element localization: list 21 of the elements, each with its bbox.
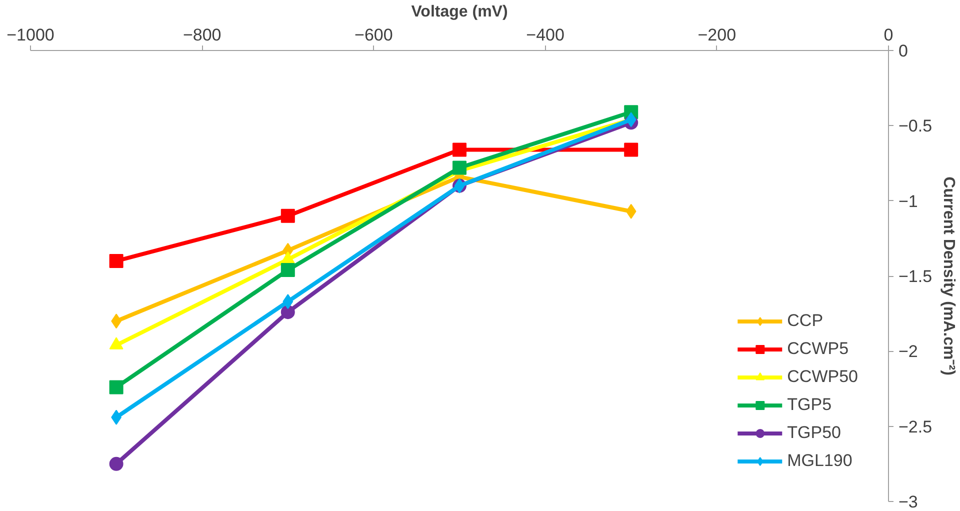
x-tick-label: −400 <box>526 26 564 44</box>
legend-label: CCP <box>787 311 824 331</box>
legend-label: CCWP50 <box>787 367 858 387</box>
y-tick-label: −1.5 <box>898 267 932 286</box>
y-tick-label: −2.5 <box>898 417 932 436</box>
legend-label: CCWP5 <box>787 339 849 359</box>
x-axis-title: Voltage (mV) <box>411 4 508 20</box>
x-tick-label: −200 <box>698 26 736 44</box>
legend-label: MGL190 <box>787 451 852 471</box>
x-tick-label: −1000 <box>6 26 54 44</box>
y-tick-label: −3 <box>898 492 918 511</box>
x-tick-label: −800 <box>182 26 222 44</box>
x-tick-label: 0 <box>884 26 894 44</box>
y-tick-label: −2 <box>898 342 918 362</box>
y-tick-label: 0 <box>898 42 908 60</box>
y-tick-label: −1 <box>898 192 918 211</box>
y-tick-label: −0.5 <box>898 116 932 136</box>
legend-label: TGP5 <box>787 395 832 415</box>
x-tick-label: −600 <box>354 26 393 44</box>
y-axis-title: Current Density (mA.cm⁻²) <box>940 176 958 376</box>
legend-label: TGP50 <box>787 423 841 443</box>
